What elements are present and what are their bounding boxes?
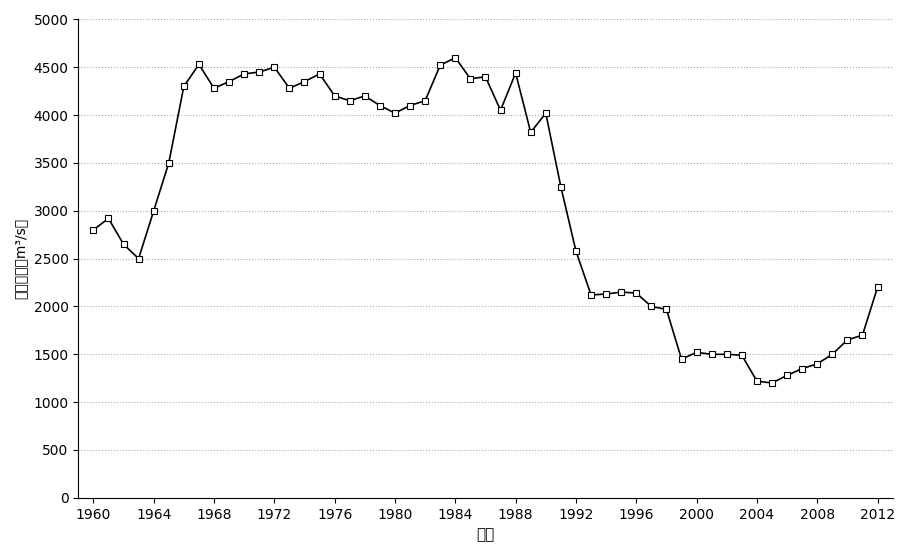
Y-axis label: 平滩流量（m³/s）: 平滩流量（m³/s）: [14, 218, 28, 299]
X-axis label: 年份: 年份: [476, 527, 495, 542]
